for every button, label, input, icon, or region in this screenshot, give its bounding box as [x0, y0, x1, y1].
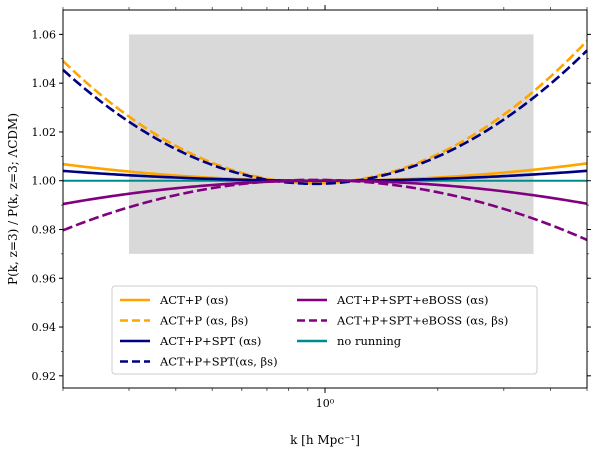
- legend-box: [111, 285, 538, 375]
- legend-label-0: ACT+P (αs): [159, 293, 228, 307]
- y-tick-label: 0.92: [32, 370, 57, 383]
- legend-label-3: ACT+P+SPT(αs, βs): [159, 355, 278, 369]
- y-tick-label: 0.94: [32, 321, 57, 334]
- y-tick-label: 1.00: [32, 175, 57, 188]
- y-tick-label: 1.02: [32, 126, 57, 139]
- legend-label-4: ACT+P+SPT+eBOSS (αs): [336, 293, 488, 307]
- legend-label-1: ACT+P (αs, βs): [159, 314, 248, 328]
- x-axis-label: k [h Mpc⁻¹]: [290, 433, 360, 447]
- y-axis-label: P(k, z=3) / P(k, z=3; ΛCDM): [6, 113, 20, 285]
- y-tick-label: 1.06: [32, 28, 57, 41]
- y-tick-label: 0.98: [32, 223, 57, 236]
- series-line-1: [62, 40, 588, 185]
- series-line-5: [62, 178, 588, 242]
- legend: ACT+P (αs) ACT+P+SPT+eBOSS (αs) ACT+P (αs,…: [111, 285, 538, 375]
- x-tick-label: 10⁰: [316, 397, 335, 410]
- shaded-region: [129, 34, 534, 254]
- y-tick-label: 0.96: [32, 272, 57, 285]
- y-tick-label: 1.04: [32, 77, 57, 90]
- legend-label-5: ACT+P+SPT+eBOSS (αs, βs): [336, 314, 508, 328]
- series-line-3: [62, 49, 588, 186]
- legend-label-6: no running: [337, 334, 402, 348]
- legend-label-2: ACT+P+SPT (αs): [159, 334, 261, 348]
